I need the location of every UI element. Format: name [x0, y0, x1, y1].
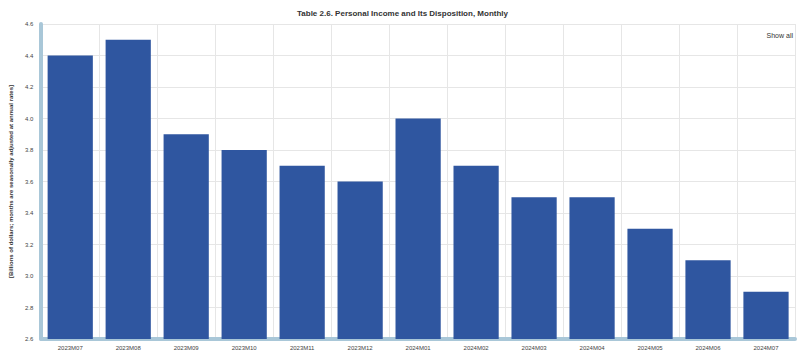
svg-text:2024M04: 2024M04: [580, 345, 606, 351]
svg-text:3.6: 3.6: [25, 179, 34, 185]
svg-text:4.0: 4.0: [25, 116, 34, 122]
svg-text:2023M07: 2023M07: [58, 345, 84, 351]
svg-text:2024M07: 2024M07: [753, 345, 779, 351]
svg-text:Table 2.6. Personal Income and: Table 2.6. Personal Income and Its Dispo…: [297, 9, 509, 18]
svg-text:4.2: 4.2: [25, 84, 34, 90]
svg-text:2024M06: 2024M06: [696, 345, 722, 351]
svg-text:2.6: 2.6: [25, 336, 34, 342]
svg-text:2024M01: 2024M01: [406, 345, 432, 351]
svg-text:2024M02: 2024M02: [464, 345, 490, 351]
svg-text:3.4: 3.4: [25, 210, 34, 216]
svg-text:2024M05: 2024M05: [638, 345, 664, 351]
svg-text:2.8: 2.8: [25, 305, 34, 311]
svg-text:2023M09: 2023M09: [174, 345, 200, 351]
svg-text:2023M11: 2023M11: [290, 345, 315, 351]
svg-text:[Billions of dollars; months a: [Billions of dollars; months are seasona…: [8, 85, 14, 278]
svg-text:3.0: 3.0: [25, 273, 34, 279]
svg-text:Show all: Show all: [767, 32, 794, 39]
svg-text:2023M12: 2023M12: [348, 345, 374, 351]
svg-text:4.4: 4.4: [25, 53, 34, 59]
svg-text:3.2: 3.2: [25, 242, 34, 248]
svg-text:2023M08: 2023M08: [116, 345, 142, 351]
svg-text:3.8: 3.8: [25, 147, 34, 153]
svg-text:4.6: 4.6: [25, 21, 34, 27]
svg-text:2024M03: 2024M03: [522, 345, 548, 351]
svg-text:2023M10: 2023M10: [232, 345, 258, 351]
